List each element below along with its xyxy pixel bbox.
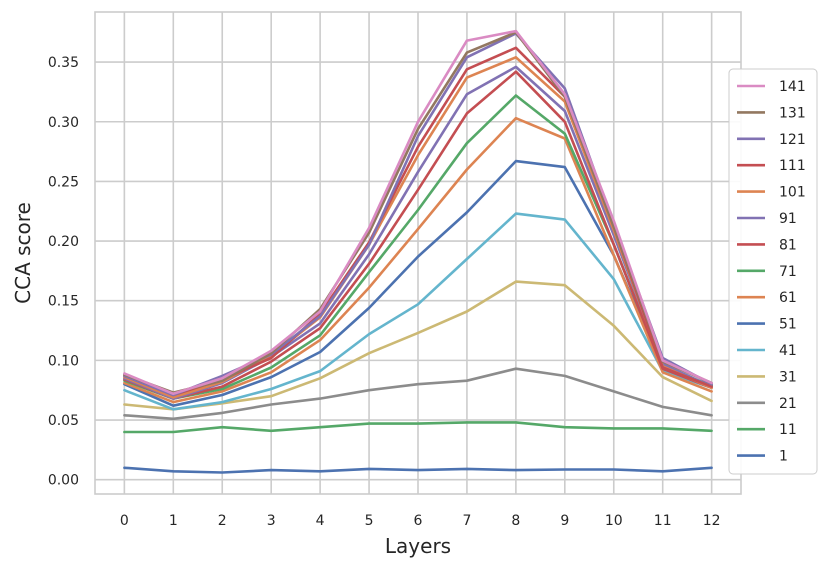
x-tick-labels: 0 1 2 3 4 5 6 7 8 9 10 11 12	[120, 513, 721, 529]
series-line-41	[123, 212, 713, 411]
grid	[95, 12, 741, 494]
x-tick-label: 7	[462, 513, 471, 529]
legend-label-101: 101	[779, 185, 806, 201]
y-tick-labels: 0.00 0.05 0.10 0.15 0.20 0.25 0.30 0.35	[48, 55, 79, 489]
x-tick-label: 3	[267, 513, 276, 529]
y-tick-label: 0.30	[48, 115, 79, 131]
x-tick-label: 0	[120, 513, 129, 529]
y-tick-label: 0.15	[48, 294, 79, 310]
x-tick-label: 11	[654, 513, 672, 529]
legend-label-51: 51	[779, 317, 797, 333]
y-tick-label: 0.10	[48, 353, 79, 369]
y-tick-label: 0.20	[48, 234, 79, 250]
legend-label-1: 1	[779, 449, 788, 465]
legend-label-141: 141	[779, 79, 806, 95]
x-tick-label: 12	[703, 513, 721, 529]
legend-label-11: 11	[779, 422, 797, 438]
x-tick-label: 8	[511, 513, 520, 529]
x-axis-label: Layers	[385, 534, 451, 558]
series-line-21	[123, 367, 713, 421]
y-tick-label: 0.35	[48, 55, 79, 71]
legend-label-131: 131	[779, 105, 806, 121]
x-tick-label: 6	[414, 513, 423, 529]
series-line-1	[123, 466, 713, 474]
series-line-61	[123, 116, 713, 404]
legend-label-121: 121	[779, 132, 806, 148]
y-axis-label: CCA score	[11, 202, 35, 304]
legend-label-111: 111	[779, 158, 806, 174]
x-tick-label: 5	[365, 513, 374, 529]
legend-label-71: 71	[779, 264, 797, 280]
legend-label-81: 81	[779, 237, 797, 253]
y-tick-label: 0.00	[48, 473, 79, 489]
series-line-131	[123, 30, 713, 394]
x-tick-label: 1	[169, 513, 178, 529]
legend-box	[728, 68, 818, 475]
series-lines	[123, 29, 713, 474]
series-line-81	[123, 70, 713, 400]
legend-label-41: 41	[779, 343, 797, 359]
y-tick-label: 0.05	[48, 413, 79, 429]
legend-label-21: 21	[779, 396, 797, 412]
legend-label-61: 61	[779, 290, 797, 306]
legend-label-91: 91	[779, 211, 797, 227]
series-line-11	[123, 421, 713, 434]
x-tick-label: 4	[316, 513, 325, 529]
legend-label-31: 31	[779, 369, 797, 385]
x-tick-label: 9	[560, 513, 569, 529]
x-tick-label: 2	[218, 513, 227, 529]
x-tick-label: 10	[605, 513, 623, 529]
series-line-141	[123, 29, 713, 396]
y-tick-label: 0.25	[48, 174, 79, 190]
